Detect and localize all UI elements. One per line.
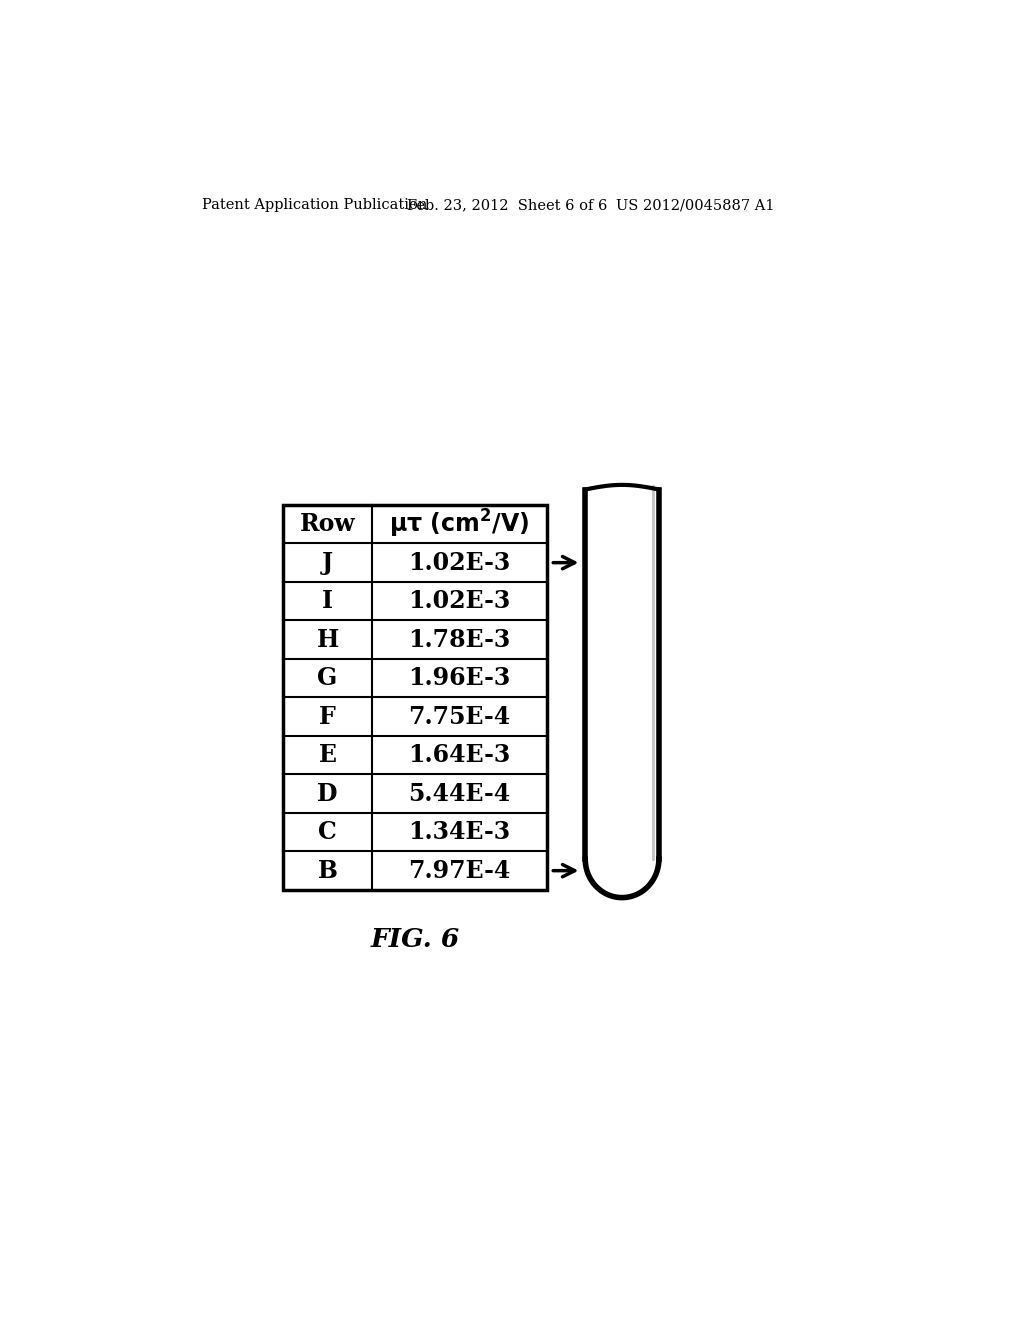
Text: Patent Application Publication: Patent Application Publication <box>202 198 427 213</box>
Text: 1.64E-3: 1.64E-3 <box>409 743 510 767</box>
Text: Feb. 23, 2012  Sheet 6 of 6: Feb. 23, 2012 Sheet 6 of 6 <box>407 198 607 213</box>
Text: G: G <box>317 667 338 690</box>
Text: 1.34E-3: 1.34E-3 <box>409 820 510 845</box>
Text: I: I <box>322 589 333 614</box>
Text: 1.78E-3: 1.78E-3 <box>409 627 510 652</box>
Text: B: B <box>317 858 338 883</box>
Text: D: D <box>317 781 338 805</box>
Text: US 2012/0045887 A1: US 2012/0045887 A1 <box>616 198 775 213</box>
Text: H: H <box>316 627 339 652</box>
Polygon shape <box>586 490 658 859</box>
Text: 5.44E-4: 5.44E-4 <box>409 781 510 805</box>
Bar <box>283 506 547 890</box>
Text: 7.97E-4: 7.97E-4 <box>409 858 511 883</box>
Text: F: F <box>319 705 336 729</box>
Text: 1.96E-3: 1.96E-3 <box>409 667 510 690</box>
Text: 1.02E-3: 1.02E-3 <box>409 589 510 614</box>
Text: Row: Row <box>300 512 355 536</box>
Text: FIG. 6: FIG. 6 <box>370 927 460 952</box>
Text: E: E <box>318 743 337 767</box>
Text: 1.02E-3: 1.02E-3 <box>409 550 510 574</box>
Text: C: C <box>318 820 337 845</box>
Polygon shape <box>586 859 658 898</box>
Text: $\mathbf{\mu\tau}$ $\mathbf{(cm^2/V)}$: $\mathbf{\mu\tau}$ $\mathbf{(cm^2/V)}$ <box>389 508 529 540</box>
Text: J: J <box>322 550 333 574</box>
Text: 7.75E-4: 7.75E-4 <box>409 705 510 729</box>
